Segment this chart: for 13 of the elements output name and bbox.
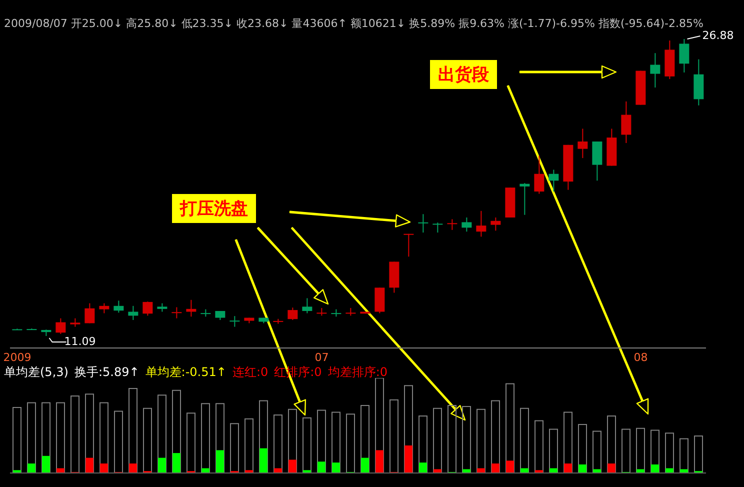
x-tick-label: 08: [634, 350, 648, 364]
annotation: 打压洗盘: [172, 194, 256, 223]
annotation: 11.09: [64, 335, 96, 348]
chart-title: 单均差(5,3): [4, 365, 68, 379]
x-tick-label: 07: [314, 350, 329, 364]
annotation: 出货段: [430, 60, 497, 89]
annotation: 换手:5.89↑: [74, 365, 140, 379]
x-tick-label: 2009: [3, 350, 32, 364]
annotation: 26.88: [702, 29, 734, 42]
annotation: 连红:0: [232, 365, 268, 379]
annotation: 均差排序:0: [328, 365, 388, 379]
chart-subtitle: 2009/08/07 开25.00↓ 高25.80↓ 低23.35↓ 收23.68↓ 量43606↑ 额10621↓ 换5.89% 振9.63% 涨(-1.77)-6.95% 指数(-95.64)-2.85%: [4, 16, 704, 30]
annotation: 单均差:-0.51↑: [145, 365, 226, 379]
